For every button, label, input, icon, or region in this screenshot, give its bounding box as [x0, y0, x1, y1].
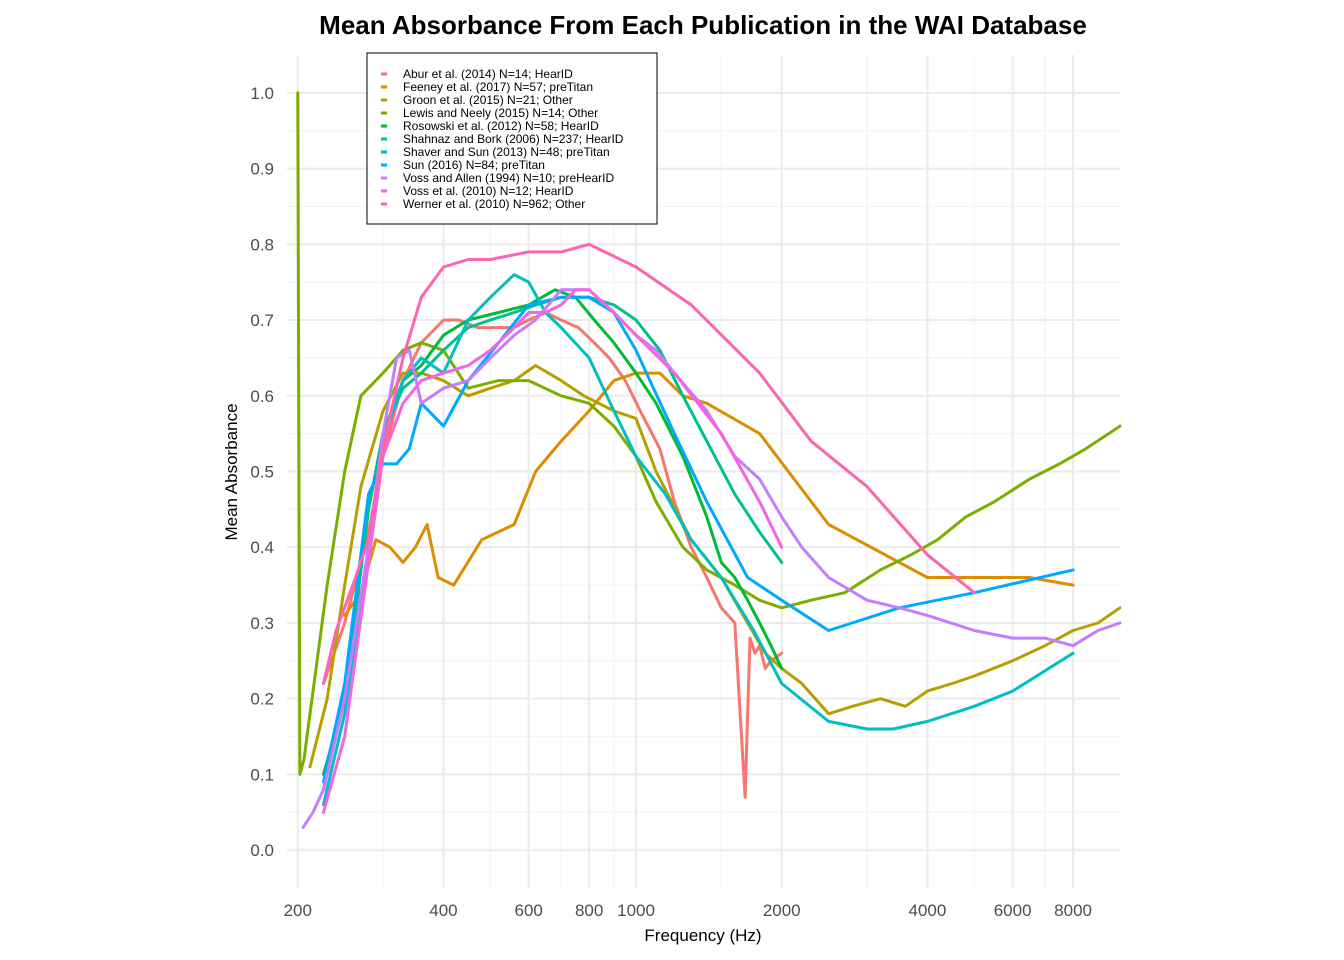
- legend-label: Werner et al. (2010) N=962; Other: [403, 197, 585, 211]
- y-tick-label: 0.2: [250, 690, 274, 709]
- legend-label: Shahnaz and Bork (2006) N=237; HearID: [403, 132, 624, 146]
- legend-label: Voss et al. (2010) N=12; HearID: [403, 184, 574, 198]
- series-line: [322, 295, 784, 792]
- series-line: [322, 242, 976, 685]
- y-tick-label: 0.6: [250, 387, 274, 406]
- x-tick-label: 8000: [1054, 901, 1092, 920]
- x-tick-label: 1000: [617, 901, 655, 920]
- series-layer: [296, 91, 1122, 829]
- y-tick-label: 0.8: [250, 235, 274, 254]
- series-line: [322, 311, 784, 799]
- y-tick-label: 0.4: [250, 538, 274, 557]
- chart-title: Mean Absorbance From Each Publication in…: [319, 10, 1087, 40]
- legend-label: Lewis and Neely (2015) N=14; Other: [403, 106, 598, 120]
- legend-label: Voss and Allen (1994) N=10; preHearID: [403, 171, 614, 185]
- x-tick-label: 4000: [909, 901, 947, 920]
- x-tick-label: 6000: [994, 901, 1032, 920]
- y-tick-label: 0.9: [250, 160, 274, 179]
- x-tick-labels: 200 400 600 800 1000 2000 4000 6000 8000: [284, 901, 1092, 920]
- legend-label: Shaver and Sun (2013) N=48; preTitan: [403, 145, 610, 159]
- y-tick-label: 0.5: [250, 463, 274, 482]
- legend-label: Rosowski et al. (2012) N=58; HearID: [403, 119, 599, 133]
- x-tick-label: 2000: [763, 901, 801, 920]
- y-tick-label: 1.0: [250, 84, 274, 103]
- x-tick-label: 400: [429, 901, 457, 920]
- legend-box: [366, 52, 658, 225]
- x-axis-label: Frequency (Hz): [644, 926, 761, 945]
- y-tick-labels: 0.0 0.1 0.2 0.3 0.4 0.5 0.6 0.7 0.8 0.9 1.0: [250, 84, 274, 860]
- series-line: [322, 295, 1075, 784]
- x-tick-label: 800: [575, 901, 603, 920]
- x-tick-label: 200: [284, 901, 312, 920]
- series-line: [322, 288, 784, 814]
- y-tick-label: 0.1: [250, 765, 274, 784]
- y-tick-label: 0.7: [250, 311, 274, 330]
- y-tick-label: 0.3: [250, 614, 274, 633]
- legend-label: Feeney et al. (2017) N=57; preTitan: [403, 80, 593, 94]
- legend-label: Groon et al. (2015) N=21; Other: [403, 93, 573, 107]
- series-line: [343, 371, 1075, 617]
- legend-label: Sun (2016) N=84; preTitan: [403, 158, 545, 172]
- y-axis-label: Mean Absorbance: [222, 403, 241, 540]
- y-tick-label: 0.0: [250, 841, 274, 860]
- series-line: [322, 273, 1075, 807]
- x-tick-label: 600: [514, 901, 542, 920]
- legend-label: Abur et al. (2014) N=14; HearID: [403, 67, 573, 81]
